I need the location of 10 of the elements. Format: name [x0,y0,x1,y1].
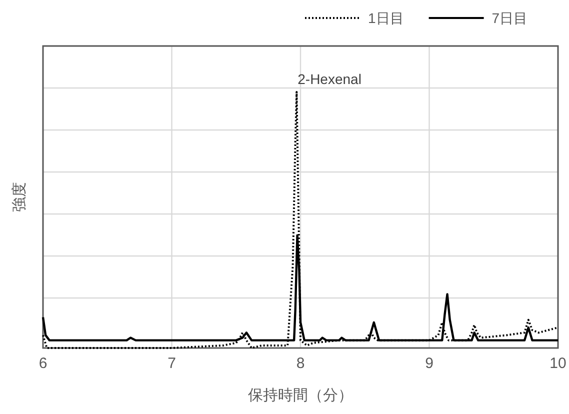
x-tick-label: 8 [296,355,305,372]
legend-label: 7日目 [492,10,528,26]
x-tick-label: 10 [550,355,566,372]
x-tick-label: 7 [168,355,176,372]
legend-label: 1日目 [368,10,404,26]
annotation: 2-Hexenal [298,71,362,87]
x-axis-title: 保持時間（分） [248,387,353,404]
y-axis-title: 強度 [11,182,28,212]
x-tick-label: 6 [38,355,48,372]
x-tick-label: 9 [425,355,434,372]
